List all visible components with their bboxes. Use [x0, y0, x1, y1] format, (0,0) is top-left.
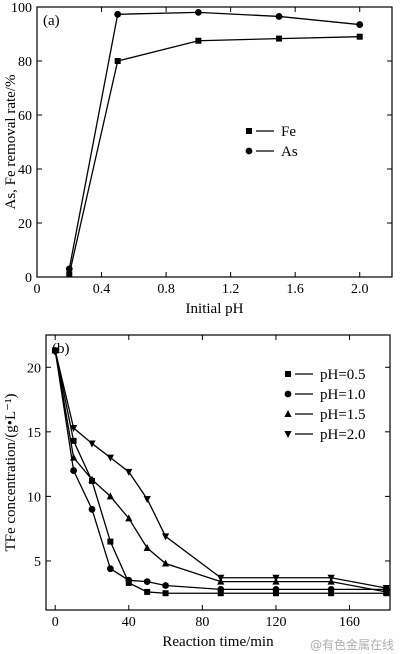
legend-label: Fe [281, 124, 296, 140]
data-point [106, 565, 114, 573]
legend-marker [284, 410, 292, 417]
legend-label: As [281, 144, 298, 160]
legend-marker [246, 128, 252, 134]
data-point [125, 468, 133, 476]
data-point [70, 437, 77, 444]
y-axis-label: As, Fe removal rate/% [3, 75, 19, 210]
data-point [69, 424, 78, 432]
data-point [356, 21, 364, 28]
data-point [327, 574, 335, 582]
series-line [68, 11, 360, 270]
x-tick-label: 1.2 [222, 282, 240, 297]
y-tick-label: 10 [27, 490, 41, 505]
data-point [88, 475, 96, 483]
data-point [88, 505, 96, 513]
data-point [114, 10, 122, 18]
legend-marker [284, 390, 292, 398]
data-point [144, 588, 151, 595]
data-point [70, 467, 77, 474]
data-point [51, 347, 59, 355]
x-tick-label: 120 [265, 615, 286, 630]
data-point [194, 9, 202, 16]
plot-frame [36, 6, 393, 278]
data-point [217, 585, 225, 593]
x-tick-label: 0 [52, 615, 59, 630]
data-point [217, 574, 225, 582]
y-axis-label: TFe concentration/(g•L⁻¹) [3, 393, 19, 551]
y-tick-label: 80 [18, 55, 32, 70]
data-point [162, 590, 169, 597]
data-point [88, 440, 96, 448]
y-tick-label: 60 [18, 109, 32, 124]
x-tick-label: 2.0 [351, 282, 369, 297]
data-point [125, 576, 133, 584]
data-point [328, 590, 335, 597]
data-point [276, 35, 283, 42]
x-axis-label: Initial pH [186, 301, 244, 317]
data-point [66, 271, 73, 278]
data-point [107, 538, 114, 545]
plot-frame [45, 334, 391, 611]
data-point [106, 454, 114, 462]
data-point [162, 582, 169, 589]
data-point [161, 559, 170, 567]
legend-label: pH=1.0 [320, 387, 366, 403]
legend-marker [284, 431, 292, 438]
legend-marker [245, 147, 253, 155]
x-tick-label: 0.4 [93, 282, 111, 297]
watermark: @有色金属在线 [310, 637, 394, 652]
x-tick-label: 160 [339, 615, 360, 630]
data-point [272, 574, 280, 582]
data-point [275, 13, 283, 20]
legend-marker [285, 371, 291, 377]
legend-label: pH=0.5 [320, 367, 366, 383]
x-tick-label: 40 [122, 615, 136, 630]
data-point [143, 578, 151, 585]
x-axis-label: Reaction time/min [162, 634, 274, 650]
series-line [68, 36, 360, 275]
panel-a: 0 0.4 0.8 1.2 1.6 2.0 0 20 40 60 80 100 Initial pH As… [3, 1, 393, 317]
y-tick-label: 5 [34, 555, 41, 570]
y-tick-label: 100 [11, 1, 32, 16]
data-point [106, 492, 114, 500]
panel-b: 0 40 80 120 160 5 10 15 20 Reaction time/min TFe c… [3, 334, 391, 650]
data-point [327, 585, 335, 593]
legend-label: pH=2.0 [320, 427, 366, 443]
y-tick-label: 20 [27, 361, 41, 376]
data-point [356, 33, 363, 40]
data-point [114, 58, 121, 64]
data-point [272, 590, 279, 597]
data-point [143, 495, 151, 503]
data-point [65, 265, 73, 273]
panel-label: (a) [43, 13, 60, 29]
y-tick-label: 0 [25, 271, 32, 286]
data-point [143, 544, 151, 552]
y-tick-label: 15 [27, 426, 41, 441]
data-point [69, 453, 78, 461]
data-point [217, 590, 224, 597]
x-tick-label: 0 [34, 282, 41, 297]
data-point [161, 533, 170, 541]
data-point [125, 514, 133, 522]
data-point [382, 585, 390, 593]
data-point [195, 37, 202, 44]
x-tick-label: 1.6 [286, 282, 304, 297]
y-tick-label: 20 [18, 217, 32, 232]
data-point [272, 585, 280, 593]
x-tick-label: 0.8 [157, 282, 175, 297]
legend-label: pH=1.5 [320, 407, 366, 423]
y-tick-label: 40 [18, 163, 32, 178]
x-tick-label: 80 [195, 615, 209, 630]
